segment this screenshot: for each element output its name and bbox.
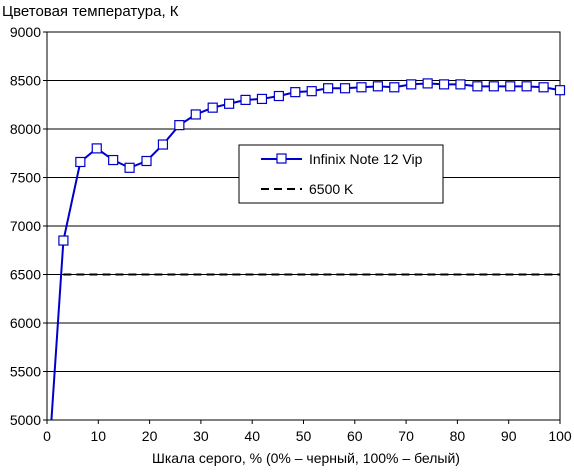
legend: Infinix Note 12 Vip 6500 K xyxy=(238,144,444,204)
chart-title: Цветовая температура, К xyxy=(2,3,179,20)
series-infinix-line xyxy=(50,82,560,420)
y-tick-label: 8500 xyxy=(10,73,41,89)
x-tick-label: 100 xyxy=(548,428,572,444)
data-point-infinix xyxy=(290,87,301,98)
data-point-infinix xyxy=(554,85,566,96)
data-point-infinix xyxy=(58,235,69,246)
data-point-infinix xyxy=(389,82,400,93)
x-tick-label: 80 xyxy=(450,428,466,444)
x-tick-label: 40 xyxy=(244,428,260,444)
data-point-infinix xyxy=(174,120,185,131)
axis-ticks: 5000 5500 6000 6500 7000 7500 8000 8500 9000 0 10 2… xyxy=(10,24,572,444)
x-tick-label: 60 xyxy=(347,428,363,444)
grid-lines xyxy=(47,80,560,372)
x-tick-label: 50 xyxy=(296,428,312,444)
y-tick-label: 5500 xyxy=(10,364,41,380)
x-tick-label: 30 xyxy=(193,428,209,444)
data-point-infinix xyxy=(240,94,251,106)
y-tick-label: 5000 xyxy=(10,412,41,428)
legend-label-6500k: 6500 K xyxy=(309,181,354,197)
data-point-infinix xyxy=(207,102,218,113)
data-point-infinix xyxy=(356,82,367,93)
data-point-infinix xyxy=(273,90,284,102)
y-tick-label: 6500 xyxy=(10,267,41,283)
data-point-infinix xyxy=(75,156,86,168)
x-tick-label: 90 xyxy=(501,428,517,444)
y-tick-label: 7000 xyxy=(10,218,41,234)
data-point-infinix xyxy=(256,93,268,105)
data-point-infinix xyxy=(455,79,466,90)
x-tick-label: 0 xyxy=(43,428,51,444)
y-tick-label: 7500 xyxy=(10,170,41,186)
x-tick-label: 70 xyxy=(398,428,414,444)
x-tick-label: 20 xyxy=(142,428,158,444)
data-point-infinix xyxy=(438,79,450,90)
data-point-infinix xyxy=(190,109,201,120)
y-tick-label: 9000 xyxy=(10,24,41,40)
y-tick-label: 8000 xyxy=(10,121,41,137)
data-point-infinix xyxy=(108,154,119,166)
data-point-infinix xyxy=(141,155,152,167)
data-point-infinix xyxy=(472,81,483,92)
data-point-infinix xyxy=(538,82,549,93)
x-axis-label: Шкала серого, % (0% – черный, 100% – бел… xyxy=(152,450,460,466)
data-point-infinix xyxy=(224,98,235,109)
y-tick-label: 6000 xyxy=(10,315,41,331)
data-point-infinix xyxy=(372,81,383,92)
data-point-infinix xyxy=(505,81,516,92)
data-point-infinix xyxy=(406,79,417,90)
data-point-infinix xyxy=(422,78,433,89)
data-point-infinix xyxy=(91,143,102,154)
data-point-infinix xyxy=(339,83,351,94)
data-point-infinix xyxy=(488,81,499,92)
legend-marker-infinix xyxy=(276,153,287,164)
data-point-infinix xyxy=(124,162,135,173)
series-layer xyxy=(50,78,566,420)
data-point-infinix xyxy=(306,86,317,97)
data-point-infinix xyxy=(323,83,334,94)
legend-label-infinix: Infinix Note 12 Vip xyxy=(309,151,423,167)
data-point-infinix xyxy=(157,139,169,150)
x-tick-label: 10 xyxy=(91,428,107,444)
legend-box xyxy=(238,144,444,204)
data-point-infinix xyxy=(521,81,532,92)
